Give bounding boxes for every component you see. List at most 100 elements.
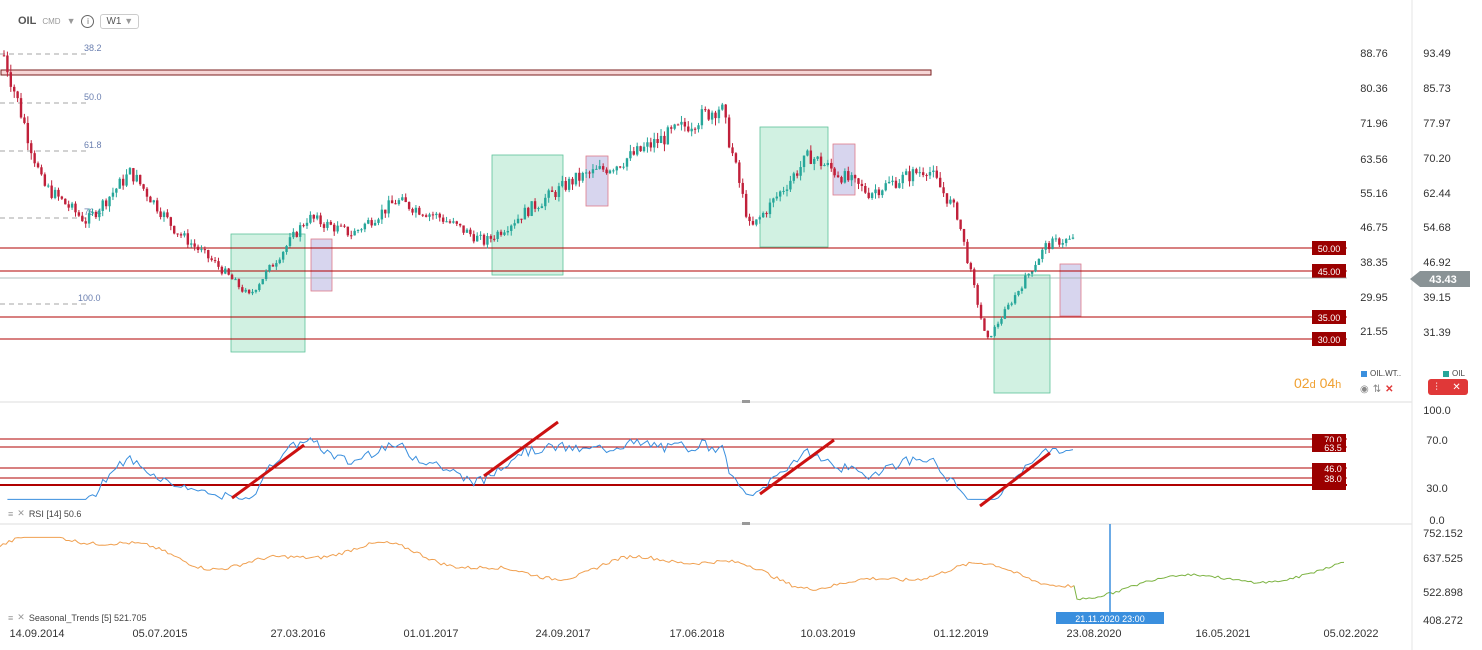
crosshair-date-tag (1056, 612, 1164, 624)
rsi-level-label: 63.5 (1324, 443, 1342, 453)
candle-body (271, 264, 275, 267)
candle-body (567, 178, 571, 190)
remove-series-button[interactable]: ⫶ ✕ (1428, 379, 1468, 395)
candle-body (213, 260, 217, 262)
candle-body (659, 135, 663, 144)
eye-icon[interactable]: ◉ (1360, 384, 1369, 395)
candle-body (9, 72, 13, 87)
symbol-label[interactable]: OIL (18, 15, 37, 27)
candle-body (424, 215, 428, 217)
candle-body (1027, 273, 1030, 276)
candle-body (710, 112, 714, 120)
candle-body (1030, 271, 1034, 274)
close-icon[interactable]: ✕ (17, 612, 25, 622)
candle-body (455, 221, 458, 224)
candle-body (867, 192, 870, 198)
candle-body (81, 215, 84, 222)
candle-body (704, 109, 707, 111)
candle-body (799, 167, 802, 176)
candle-body (108, 196, 111, 207)
close-icon[interactable]: ✕ (17, 508, 25, 518)
candle-body (1044, 243, 1047, 250)
candle-body (1071, 237, 1075, 239)
candle-body (680, 121, 683, 125)
candle-body (809, 150, 813, 164)
price-level-label: 50.00 (1318, 244, 1341, 254)
settings-icon[interactable]: ≡ (8, 508, 14, 519)
candle-body (315, 215, 319, 219)
rsi-level-tag (1312, 442, 1346, 452)
candle-body (915, 169, 918, 174)
candle-body (1068, 238, 1071, 240)
info-icon[interactable]: i (81, 14, 95, 28)
price-level-tag (1312, 332, 1346, 346)
candle-body (53, 189, 57, 198)
candle-body (196, 246, 200, 251)
rsi-level-label: 38.0 (1324, 474, 1342, 484)
candle-body (47, 185, 50, 187)
legend-series-1[interactable]: OIL.WT.. (1361, 369, 1401, 378)
candle-body (1020, 288, 1024, 292)
candle-body (666, 127, 670, 145)
candle-body (1058, 238, 1061, 245)
candle-body (326, 221, 329, 228)
candle-body (768, 202, 772, 215)
settings-icon[interactable]: ≡ (8, 612, 14, 623)
timeframe-select[interactable]: W1 ▼ (100, 13, 140, 29)
candle-body (288, 237, 292, 246)
candle-body (608, 170, 612, 174)
legend-series-2[interactable]: OIL (1443, 369, 1465, 378)
candle-body (765, 212, 768, 215)
seasonal-indicator-label[interactable]: ≡ ✕ Seasonal_Trends [5] 521.705 (8, 612, 147, 623)
rsi-indicator-label[interactable]: ≡ ✕ RSI [14] 50.6 (8, 508, 81, 519)
candle-body (618, 166, 622, 168)
current-price-marker (1410, 271, 1470, 287)
candle-body (142, 184, 145, 189)
candle-body (755, 219, 758, 225)
time-axis-tick: 14.09.2014 (9, 628, 64, 640)
candle-body (98, 210, 101, 218)
candle-body (336, 225, 339, 232)
candle-body (540, 206, 544, 209)
candle-body (489, 236, 493, 239)
candle-body (469, 229, 472, 235)
candles-icon: ⫶ (1435, 381, 1438, 393)
current-price-label: 43.43 (1429, 274, 1457, 286)
rsi-trendline (483, 420, 559, 478)
reorder-icon[interactable]: ⇅ (1372, 384, 1382, 395)
price-axis-left-tick: 71.96 (1360, 118, 1388, 130)
resistance-zone (0, 69, 932, 76)
candle-body (329, 221, 333, 225)
candle-body (258, 284, 261, 291)
candle-body (527, 207, 530, 216)
bullish-zone (230, 233, 306, 353)
candle-body (823, 165, 826, 167)
candle-body (833, 168, 836, 176)
candle-body (721, 104, 724, 110)
candle-body (302, 225, 305, 227)
candle-body (731, 147, 734, 154)
candle-body (772, 198, 775, 203)
candle-body (1034, 264, 1037, 272)
candle-body (1047, 243, 1051, 250)
candle-body (162, 212, 166, 218)
close-icon[interactable]: ✕ (1385, 384, 1394, 395)
time-axis-tick: 05.07.2015 (132, 628, 187, 640)
candle-body (741, 182, 744, 194)
candle-body (390, 200, 394, 204)
candle-body (632, 151, 635, 155)
chevron-down-icon[interactable]: ▼ (66, 16, 76, 26)
seasonal-line-past (0, 536, 1075, 591)
candle-body (533, 201, 537, 209)
candle-body (6, 55, 9, 73)
candle-body (84, 221, 87, 224)
candle-body (918, 172, 921, 174)
candle-body (220, 266, 224, 274)
candle-body (792, 173, 796, 181)
candle-body (373, 222, 377, 226)
candle-body (758, 217, 761, 220)
candle-body (125, 174, 128, 186)
price-level-tag (1312, 310, 1346, 324)
candle-body (230, 274, 234, 280)
